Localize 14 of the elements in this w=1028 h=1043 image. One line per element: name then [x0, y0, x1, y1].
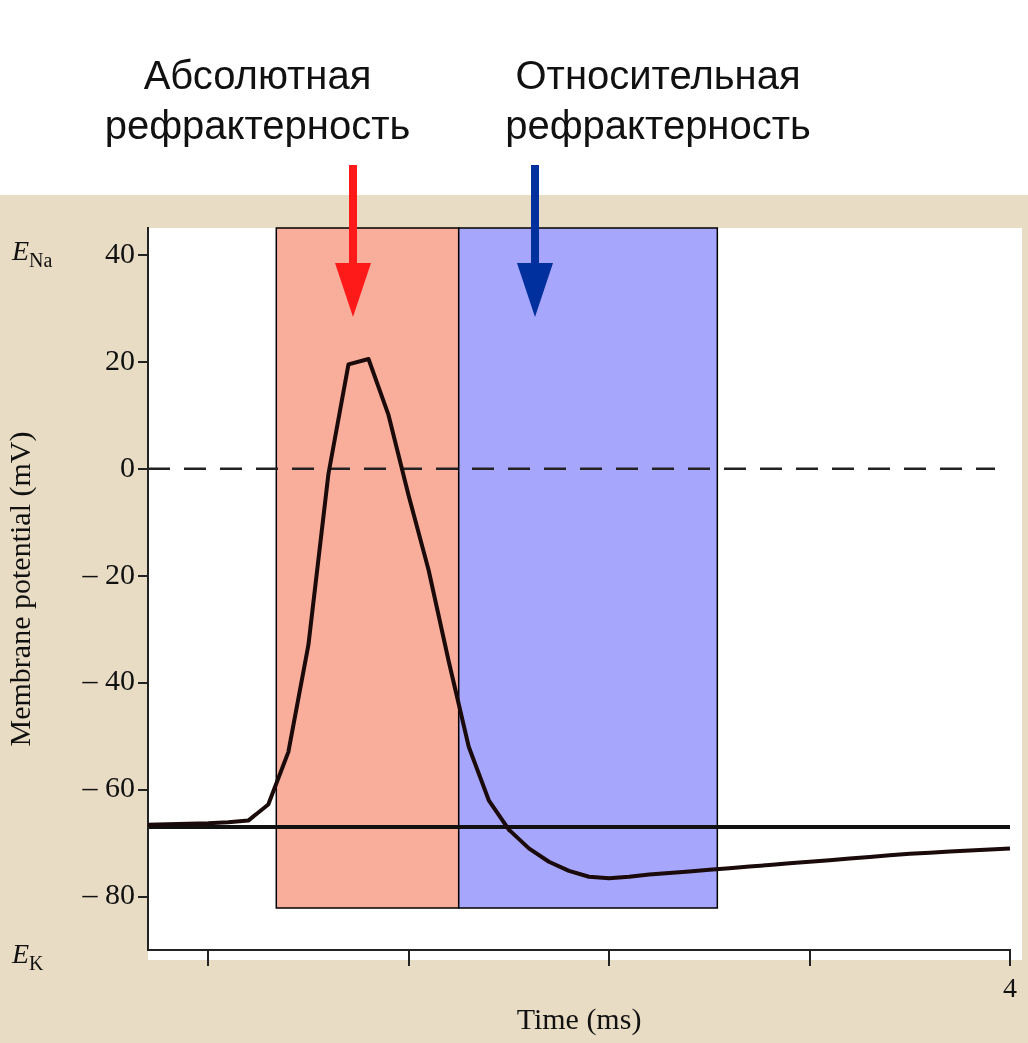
- text: Абсолютная рефрактерность: [104, 52, 411, 149]
- y-tick-label: 40: [105, 235, 135, 269]
- text: 4: [1003, 972, 1017, 1004]
- x-axis-title: Time (ms): [516, 1001, 642, 1036]
- y-tick-label: – 40: [81, 663, 135, 697]
- text: E$_{Na}$: [12, 234, 53, 272]
- y-axis-title: Membrane potential (mV): [2, 431, 37, 747]
- text: E$_{K}$: [12, 938, 44, 975]
- text: Относительная рефрактерность: [505, 52, 811, 149]
- y-tick-label: – 80: [81, 877, 135, 911]
- y-tick-label: 0: [120, 449, 135, 483]
- y-tick-label: – 60: [81, 770, 135, 804]
- y-tick-label: – 20: [81, 556, 135, 590]
- y-tick-label: 20: [105, 342, 135, 376]
